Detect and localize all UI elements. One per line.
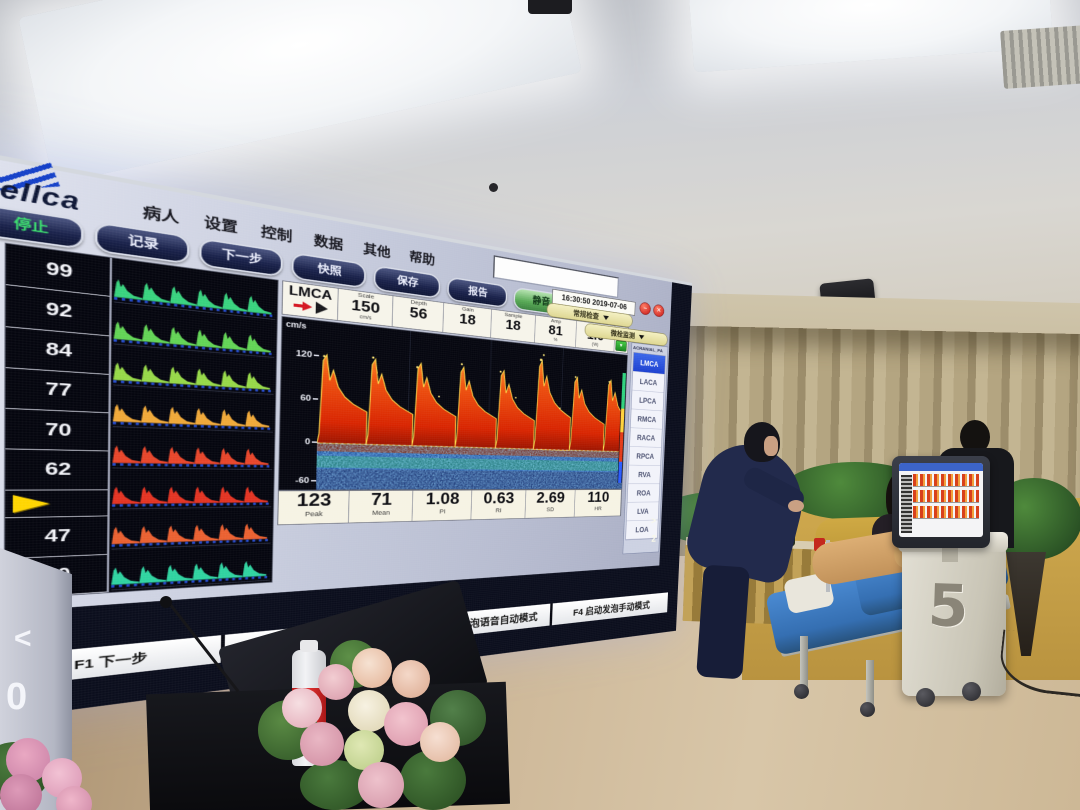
mmode-strip — [111, 506, 272, 550]
spectrogram: cm/s 120 60 0 -60 — [277, 316, 628, 491]
measure-sd: 2.69 SD — [525, 489, 576, 519]
vessel-list: LMCA LACA LPCA RMCA RACA RPCA RVA ROA LV… — [625, 351, 666, 541]
measure-mean: 71 Mean — [348, 490, 414, 523]
mmode-strip — [111, 468, 273, 510]
cart-monitor-stand — [942, 544, 958, 562]
spin-down-button[interactable]: ▼ — [615, 339, 627, 352]
axis-unit: cm/s — [285, 320, 307, 331]
vessel-item-roa[interactable]: ROA — [627, 484, 660, 503]
tcd-app-window: ellca 病人 设置 控制 数据 其他 帮助 停止 记录 下一步 快照 保存 … — [0, 152, 673, 616]
vessel-item-laca[interactable]: LACA — [632, 371, 665, 393]
red-cup — [814, 538, 825, 551]
param-scale: Scale 150 cm/s — [337, 288, 394, 327]
close-button[interactable]: ✕ — [653, 303, 665, 318]
cart-wheel — [962, 682, 981, 701]
ceiling-light-panel — [18, 0, 582, 185]
cart-screen-waveform — [913, 490, 979, 503]
cart-wheel — [916, 688, 935, 707]
menu-patient[interactable]: 病人 — [142, 204, 180, 227]
doppler-waveform — [315, 321, 628, 490]
menu-help[interactable]: 帮助 — [409, 249, 436, 268]
scroll-left-arrow[interactable]: < — [14, 622, 32, 655]
depth-label: 77 — [5, 367, 109, 414]
vessel-item-rva[interactable]: RVA — [628, 465, 661, 485]
chevron-down-icon — [638, 334, 645, 340]
tcd-cart — [902, 540, 1006, 696]
smoke-detector — [489, 183, 498, 192]
monitor-mode-label: 微栓监测 — [610, 329, 636, 341]
microphone-icon — [160, 596, 172, 608]
vessel-item-rmca[interactable]: RMCA — [630, 409, 663, 430]
bed-leg — [866, 660, 874, 706]
person-leaning-face — [764, 436, 778, 456]
ceiling-fixture — [528, 0, 572, 14]
menu-settings[interactable]: 设置 — [203, 214, 238, 236]
menu-data[interactable]: 数据 — [313, 233, 344, 253]
cart-monitor-screen — [899, 463, 983, 537]
ceiling-light-panel — [686, 0, 1054, 73]
measure-hr: 110 HR — [574, 489, 622, 517]
menu-other[interactable]: 其他 — [362, 241, 391, 261]
selected-depth-arrow — [5, 489, 108, 519]
menu-control[interactable]: 控制 — [260, 224, 293, 245]
bed-caster — [794, 684, 809, 699]
chevron-down-icon — [602, 315, 609, 321]
param-gain: Gain 18 — [443, 303, 492, 338]
cart-screen-waveform — [913, 474, 979, 487]
probe-icon — [315, 301, 328, 315]
person-leaning-hand — [788, 500, 804, 512]
vessel-panel: ACRANIAL_PA LMCA LACA LPCA RMCA RACA RPC… — [622, 342, 669, 555]
depth-label: 62 — [5, 449, 109, 491]
vessel-item-rpca[interactable]: RPCA — [629, 446, 662, 466]
bottle-cap — [300, 640, 318, 652]
vessel-cell: LMCA — [282, 281, 339, 321]
page-number-left: 0 — [6, 676, 28, 718]
cart-screen-waveform — [913, 506, 979, 519]
mmode-strips — [109, 258, 278, 592]
mmode-panel: 99 92 84 77 70 62 47 40 — [3, 242, 279, 600]
mmode-strip — [112, 426, 273, 470]
depth-arrow-icon — [12, 494, 50, 513]
measure-peak: 123 Peak — [278, 490, 350, 525]
velocity-axis: cm/s 120 60 0 -60 — [279, 317, 320, 490]
ceiling-vent — [1000, 25, 1080, 89]
page-number: 2 — [651, 534, 657, 545]
flow-direction-icon — [293, 303, 303, 308]
person-leaning-legs — [696, 564, 750, 680]
vessel-item-lpca[interactable]: LPCA — [631, 390, 664, 412]
mmode-strip — [111, 543, 271, 591]
led-video-wall: ellca 病人 设置 控制 数据 其他 帮助 停止 记录 下一步 快照 保存 … — [0, 148, 693, 725]
measure-pi: 1.08 PI — [412, 490, 473, 521]
bed-leg — [800, 636, 808, 688]
measurement-row: 123 Peak 71 Mean 1.08 PI 0.63 RI 2.69 SD 110 H… — [277, 489, 623, 526]
depth-label: 84 — [5, 326, 110, 375]
cart-screen-header — [899, 463, 983, 471]
cart-brand-logo: 5 — [926, 571, 970, 641]
vessel-item-raca[interactable]: RACA — [629, 427, 662, 448]
minimize-button[interactable]: – — [639, 301, 651, 316]
measure-ri: 0.63 RI — [471, 490, 527, 520]
depth-ruler: 99 92 84 77 70 62 47 40 — [4, 243, 113, 599]
param-amp: Amp 81 % — [534, 315, 577, 348]
scroll-right-arrow[interactable]: > — [650, 516, 657, 527]
cart-screen-sidebar — [901, 475, 912, 533]
depth-label: 47 — [5, 516, 108, 559]
param-depth: Depth 56 — [392, 296, 445, 333]
depth-label: 70 — [5, 408, 109, 452]
bed-caster — [860, 702, 875, 717]
param-sample: Sample 18 — [490, 309, 536, 343]
fkey-f4[interactable]: F4 启动发泡手动模式 — [551, 592, 669, 626]
